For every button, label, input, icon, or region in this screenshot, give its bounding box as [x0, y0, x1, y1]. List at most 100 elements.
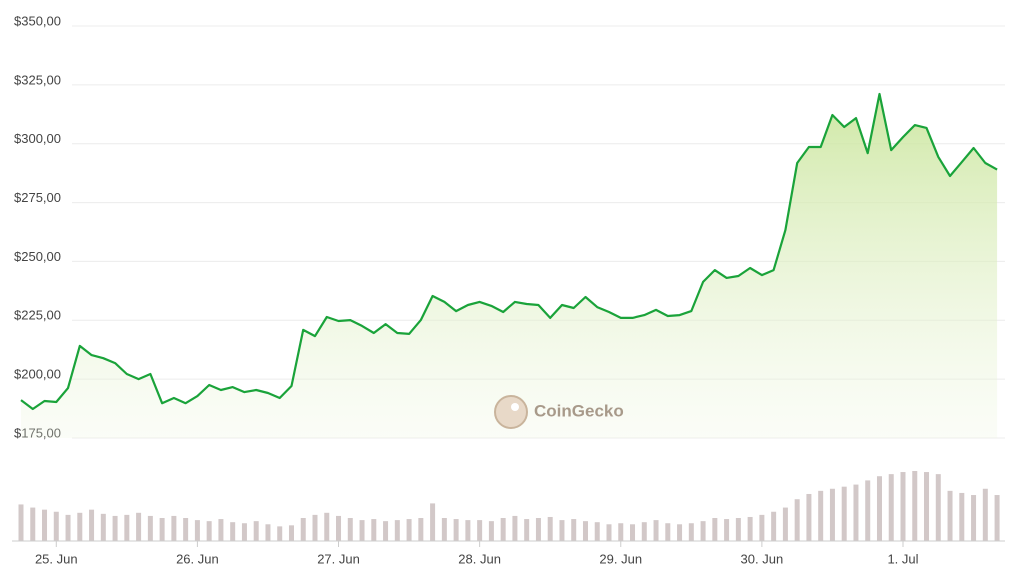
volume-bar	[336, 515, 342, 541]
volume-bar	[183, 518, 189, 541]
volume-bar	[112, 515, 118, 541]
volume-bar	[582, 521, 588, 541]
x-tick-label: 1. Jul	[887, 551, 918, 566]
volume-bar	[241, 523, 247, 541]
volume-bar	[559, 520, 565, 541]
volume-bar	[277, 526, 283, 541]
volume-bar	[982, 488, 988, 541]
volume-bar	[677, 524, 683, 541]
volume-bar	[829, 488, 835, 541]
volume-bar	[512, 515, 518, 541]
plot: $175,00$200,00$225,00$250,00$275,00$300,…	[12, 13, 1005, 566]
volume-bar	[888, 474, 894, 541]
volume-bar	[136, 512, 142, 541]
volume-bar	[806, 493, 812, 541]
volume-bar	[853, 484, 859, 541]
volume-bar	[724, 519, 730, 541]
volume-bar	[265, 524, 271, 541]
volume-bar	[947, 490, 953, 541]
x-tick-label: 26. Jun	[176, 551, 219, 566]
price-line	[20, 92, 998, 411]
volume-bar	[347, 518, 353, 541]
volume-bar	[206, 521, 212, 541]
volume-bar	[959, 492, 965, 541]
volume-bar	[89, 509, 95, 541]
volume-bar	[535, 518, 541, 541]
volume-bar	[606, 524, 612, 541]
volume-bar	[65, 514, 71, 541]
x-tick-label: 29. Jun	[599, 551, 642, 566]
volume-bar	[300, 518, 306, 541]
volume-bar	[18, 504, 24, 541]
price-area	[21, 94, 998, 438]
volume-bar	[77, 512, 83, 541]
volume-bar	[771, 511, 777, 541]
volume-bar	[630, 524, 636, 541]
volume-bar	[688, 523, 694, 541]
volume-bar	[865, 480, 871, 541]
volume-bar	[618, 523, 624, 541]
volume-bar	[359, 520, 365, 541]
volume-bar	[924, 472, 930, 541]
volume-bar	[571, 519, 577, 541]
volume-bar	[124, 514, 130, 541]
volume-bar	[53, 511, 59, 541]
watermark-text: CoinGecko	[534, 401, 624, 420]
volume-bar	[312, 514, 318, 541]
volume-bar	[418, 518, 424, 541]
volume-bar	[935, 474, 941, 541]
volume-bar	[218, 519, 224, 541]
x-tick-label: 27. Jun	[317, 551, 360, 566]
volume-bar	[288, 525, 294, 541]
volume-bar	[665, 523, 671, 541]
x-tick-label: 30. Jun	[741, 551, 784, 566]
y-tick-label: $275,00	[14, 190, 61, 205]
volume-bar	[747, 516, 753, 541]
volume-bar	[488, 521, 494, 541]
volume-bar	[524, 519, 530, 541]
y-tick-label: $225,00	[14, 308, 61, 323]
volume-bar	[500, 518, 506, 541]
volume-bar	[912, 471, 918, 541]
volume-bar	[147, 515, 153, 541]
volume-bar	[841, 486, 847, 541]
volume-bar	[994, 495, 1000, 541]
y-tick-label: $200,00	[14, 367, 61, 382]
volume-bar	[465, 520, 471, 541]
x-tick-label: 28. Jun	[458, 551, 501, 566]
volume-bar	[30, 507, 36, 541]
volume-bar	[782, 507, 788, 541]
volume-bar	[794, 499, 800, 541]
volume-bar	[971, 495, 977, 541]
volume-bar	[759, 514, 765, 541]
volume-bar	[171, 515, 177, 541]
volume-bar	[394, 520, 400, 541]
volume-bar	[735, 518, 741, 541]
volume-bar	[547, 516, 553, 541]
volume-bar	[712, 518, 718, 541]
volume-bar	[477, 520, 483, 541]
x-tick-label: 25. Jun	[35, 551, 78, 566]
volume-bar	[900, 472, 906, 541]
volume-bar	[253, 521, 259, 541]
watermark: CoinGecko	[494, 395, 624, 429]
volume-bar	[700, 521, 706, 541]
volume-bar	[641, 522, 647, 541]
volume-bar	[324, 512, 330, 541]
volume-bar	[430, 503, 436, 541]
volume-bar	[818, 490, 824, 541]
volume-bar	[441, 518, 447, 541]
volume-bar	[42, 509, 48, 541]
y-tick-label: $250,00	[14, 249, 61, 264]
y-tick-label: $350,00	[14, 13, 61, 28]
volume-bar	[230, 522, 236, 541]
volume-bar	[406, 519, 412, 541]
y-tick-label: $325,00	[14, 72, 61, 87]
volume-bar	[653, 520, 659, 541]
volume-bar	[100, 513, 106, 541]
volume-bar	[876, 476, 882, 541]
volume-bar	[194, 520, 200, 541]
volume-bar	[159, 518, 165, 541]
volume-bar	[453, 519, 459, 541]
